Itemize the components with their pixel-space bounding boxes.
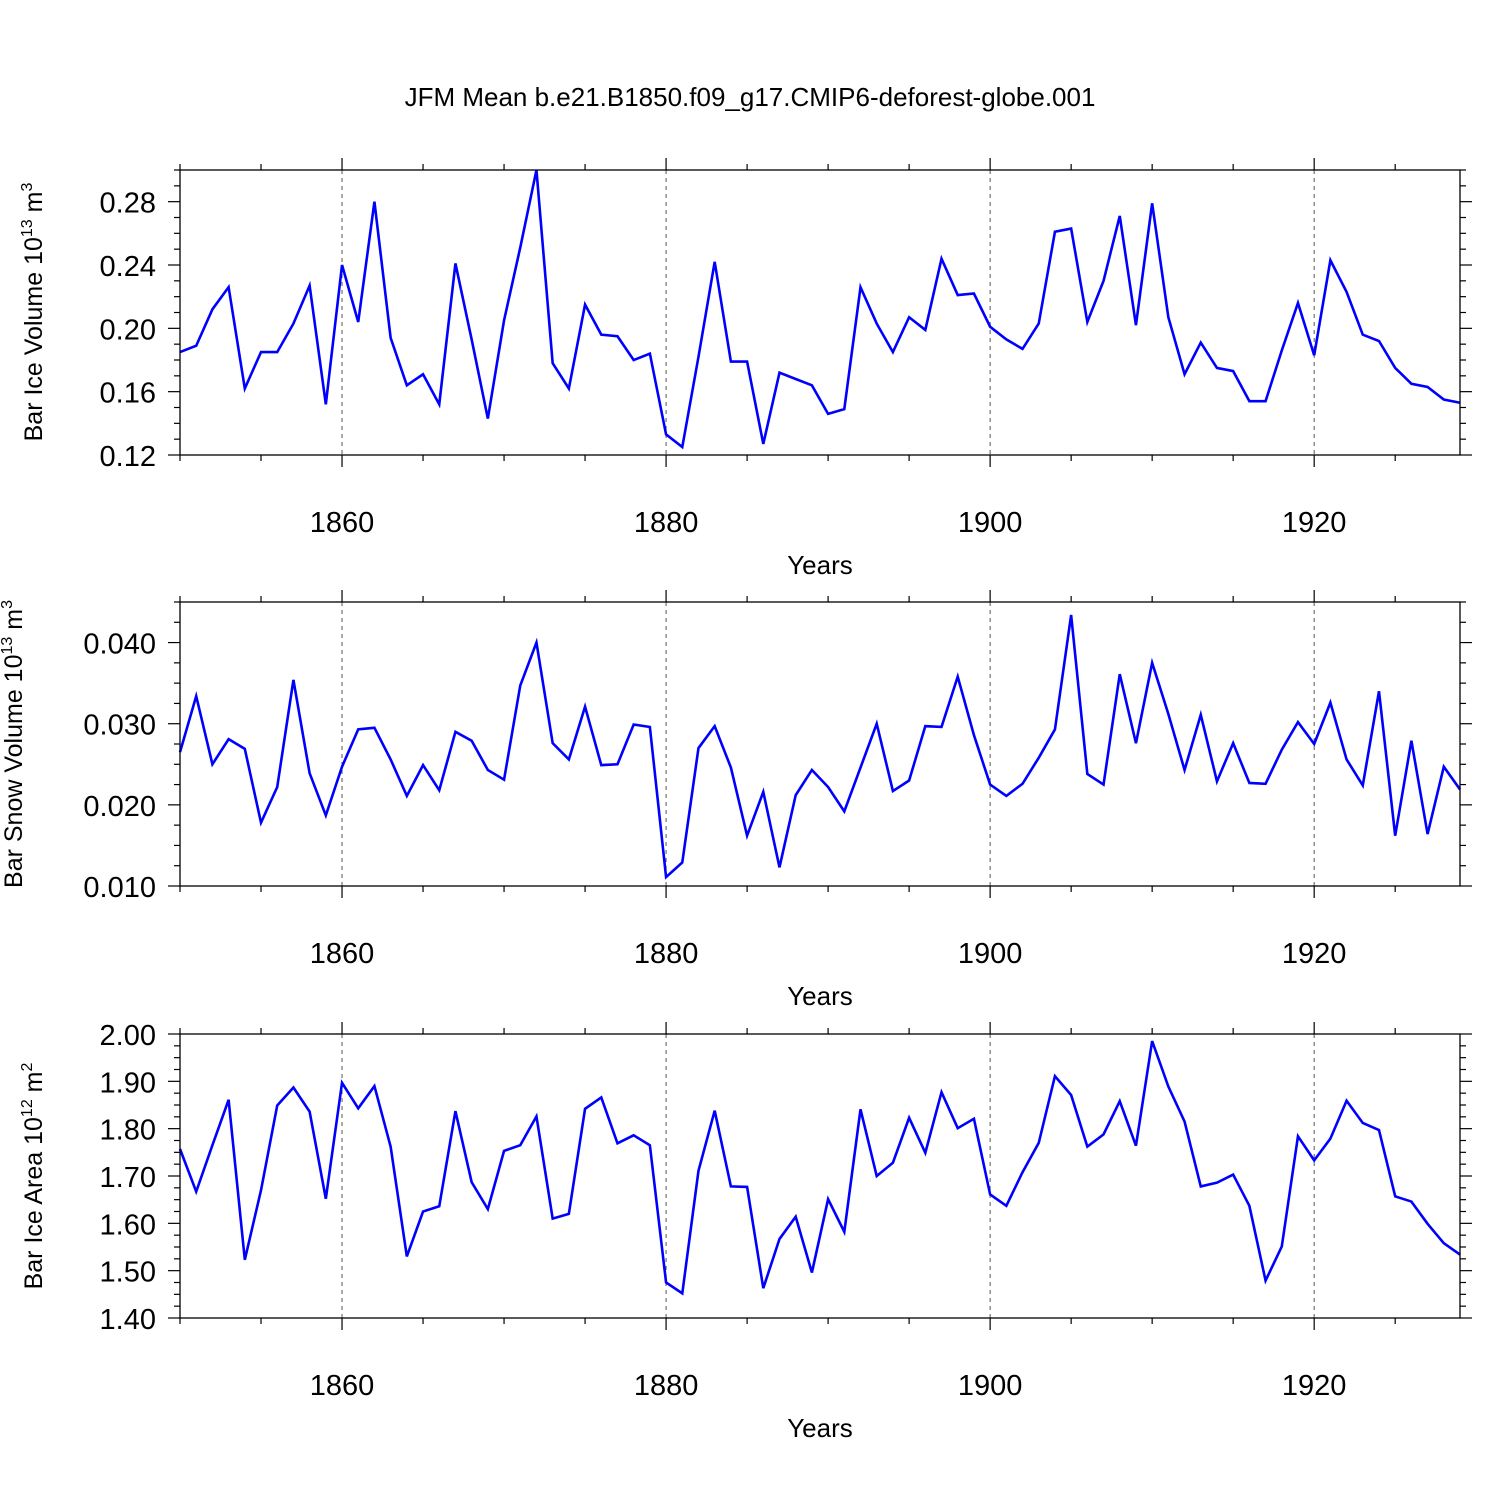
snow-volume-y-tick-label: 0.030 — [83, 710, 156, 742]
ice-volume-y-axis-label: Bar Ice Volume 1013 m3 — [19, 183, 48, 442]
ice-volume-x-tick-label: 1880 — [634, 507, 699, 539]
ice-area-y-tick-label: 1.60 — [100, 1209, 156, 1241]
figure-title: JFM Mean b.e21.B1850.f09_g17.CMIP6-defor… — [405, 82, 1096, 112]
snow-volume-series-line — [178, 614, 1462, 880]
ice-area-y-tick-label: 1.40 — [100, 1304, 156, 1336]
ice-area-x-tick-label: 1900 — [958, 1370, 1023, 1402]
snow-volume-x-tick-label: 1900 — [958, 938, 1023, 970]
ice-area-y-tick-label: 1.70 — [100, 1162, 156, 1194]
ice-volume-plot-frame — [179, 169, 1461, 456]
snow-volume-y-tick-label: 0.010 — [83, 872, 156, 904]
ice-volume-x-tick-label: 1860 — [310, 507, 375, 539]
ice-area-x-tick-label: 1880 — [634, 1370, 699, 1402]
ice-area-y-tick-label: 2.00 — [100, 1020, 156, 1052]
ice-volume-x-tick-label: 1900 — [958, 507, 1023, 539]
ice-area-y-axis-label: Bar Ice Area 1012 m2 — [19, 1063, 48, 1290]
panel-ice-volume: 1860 1880 1900 1920 0.12 0.16 0.20 0.24 0.28 Year… — [19, 158, 1472, 580]
ice-area-series-line — [178, 1040, 1461, 1296]
ice-volume-y-tick-label: 0.12 — [100, 441, 156, 473]
snow-volume-y-axis-label: Bar Snow Volume 1013 m3 — [0, 600, 28, 888]
snow-volume-y-tick-label: 0.040 — [83, 629, 156, 661]
snow-volume-plot-frame — [179, 601, 1461, 887]
ice-volume-x-axis-label: Years — [787, 550, 853, 580]
ice-area-y-tick-label: 1.80 — [100, 1115, 156, 1147]
snow-volume-y-tick-label: 0.020 — [83, 791, 156, 823]
snow-volume-x-axis-label: Years — [787, 981, 853, 1011]
ice-area-x-tick-label: 1920 — [1282, 1370, 1347, 1402]
ice-volume-y-tick-label: 0.20 — [100, 314, 156, 346]
snow-volume-x-tick-label: 1880 — [634, 938, 699, 970]
ice-area-x-axis-label: Years — [787, 1413, 853, 1443]
ice-area-plot-frame — [179, 1033, 1461, 1319]
snow-volume-x-tick-label: 1860 — [310, 938, 375, 970]
ice-volume-series-line — [179, 169, 1461, 450]
ice-volume-y-tick-label: 0.16 — [100, 378, 156, 410]
ice-volume-y-tick-label: 0.28 — [100, 188, 156, 220]
panel-ice-area: 1860 1880 1900 1920 1.40 1.50 1.60 1.70 1.80 1.90… — [19, 1020, 1472, 1443]
snow-volume-x-tick-label: 1920 — [1282, 938, 1347, 970]
ice-volume-x-tick-label: 1920 — [1282, 507, 1347, 539]
ice-volume-y-tick-label: 0.24 — [100, 251, 156, 283]
ice-area-x-tick-label: 1860 — [310, 1370, 375, 1402]
ice-area-y-tick-label: 1.90 — [100, 1067, 156, 1099]
panel-snow-volume: 1860 1880 1900 1920 0.010 0.020 0.030 0.040 Year… — [0, 590, 1472, 1011]
ice-area-y-tick-label: 1.50 — [100, 1257, 156, 1289]
